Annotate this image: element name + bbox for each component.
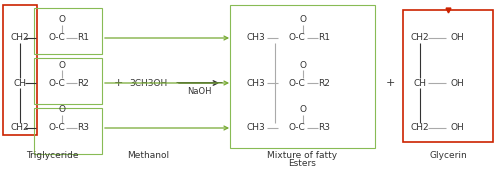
Text: CH3: CH3 — [246, 33, 266, 43]
Text: CH: CH — [414, 79, 426, 88]
Text: Triglyceride: Triglyceride — [26, 150, 78, 159]
Text: CH3: CH3 — [246, 79, 266, 88]
Text: OH: OH — [450, 124, 464, 132]
Text: O-C: O-C — [288, 124, 306, 132]
Text: CH3: CH3 — [246, 124, 266, 132]
Text: Esters: Esters — [288, 159, 316, 169]
Bar — [403, 10, 493, 142]
Text: R1: R1 — [77, 33, 89, 43]
Text: O: O — [300, 16, 306, 24]
Text: NaOH: NaOH — [187, 88, 211, 96]
Bar — [3, 5, 37, 135]
Text: CH2: CH2 — [410, 33, 430, 43]
Text: +: + — [114, 78, 122, 88]
Text: OH: OH — [450, 33, 464, 43]
Text: Glycerin: Glycerin — [429, 150, 467, 159]
Text: O: O — [300, 106, 306, 114]
Text: O: O — [58, 61, 66, 69]
Text: 3CH3OH: 3CH3OH — [129, 79, 167, 88]
Text: CH2: CH2 — [410, 124, 430, 132]
Text: R3: R3 — [318, 124, 330, 132]
Text: R2: R2 — [77, 79, 89, 88]
Text: CH2: CH2 — [10, 33, 29, 43]
Text: Mixture of fatty: Mixture of fatty — [267, 150, 337, 159]
Text: O-C: O-C — [48, 33, 66, 43]
Text: Methanol: Methanol — [127, 150, 169, 159]
Text: O: O — [300, 61, 306, 69]
Text: CH: CH — [14, 79, 26, 88]
Text: OH: OH — [450, 79, 464, 88]
Text: R2: R2 — [318, 79, 330, 88]
Text: O-C: O-C — [48, 79, 66, 88]
Text: O-C: O-C — [48, 124, 66, 132]
Bar — [34, 58, 102, 104]
Bar — [230, 5, 375, 148]
Text: CH2: CH2 — [10, 124, 29, 132]
Bar — [34, 8, 102, 54]
Bar — [34, 108, 102, 154]
Text: O: O — [58, 16, 66, 24]
Text: O-C: O-C — [288, 33, 306, 43]
Text: R1: R1 — [318, 33, 330, 43]
Text: +: + — [386, 78, 394, 88]
Text: R3: R3 — [77, 124, 89, 132]
Text: O-C: O-C — [288, 79, 306, 88]
Text: O: O — [58, 106, 66, 114]
